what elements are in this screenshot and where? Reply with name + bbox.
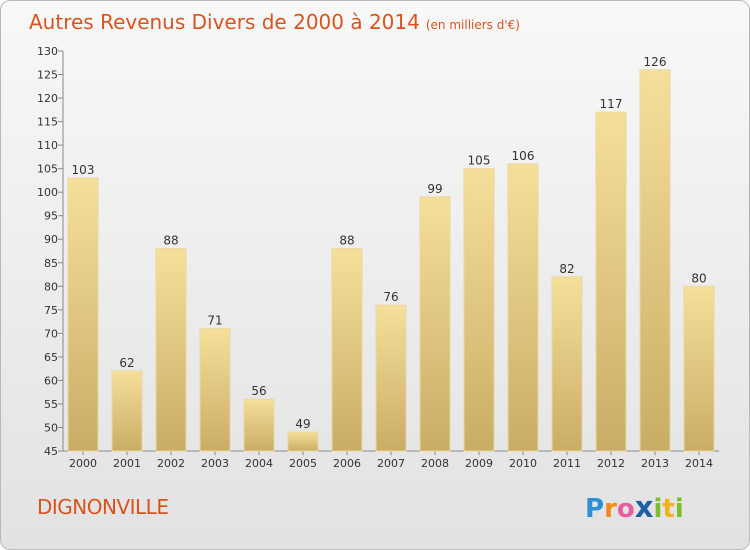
y-tick-label: 70 <box>44 327 58 340</box>
x-tick-label: 2001 <box>113 457 141 470</box>
x-tick-label: 2005 <box>289 457 317 470</box>
x-tick-label: 2007 <box>377 457 405 470</box>
chart-subtitle: (en milliers d'€) <box>425 18 520 32</box>
x-tick-label: 2003 <box>201 457 229 470</box>
x-axis: 2000 2001 2002 2003 2004 2005 2006 2007 2008 2009… <box>63 450 719 470</box>
y-tick-label: 120 <box>37 92 58 105</box>
bar <box>595 111 627 452</box>
bar <box>639 69 671 452</box>
y-tick-label: 110 <box>37 139 58 152</box>
x-tick-label: 2006 <box>333 457 361 470</box>
data-label: 117 <box>600 97 623 111</box>
bar <box>243 398 275 452</box>
chart-title-text: Autres Revenus Divers de 2000 à 2014 <box>29 10 420 34</box>
y-tick-label: 45 <box>44 445 58 458</box>
bar <box>463 168 495 452</box>
data-label: 62 <box>119 356 134 370</box>
y-tick-label: 80 <box>44 280 58 293</box>
bar <box>507 163 539 452</box>
bar <box>551 276 583 452</box>
y-tick-label: 60 <box>44 374 58 387</box>
logo-letter: i <box>674 494 684 524</box>
x-tick-label: 2011 <box>553 457 581 470</box>
bar <box>199 328 231 452</box>
y-tick-label: 75 <box>44 304 58 317</box>
bar <box>419 196 451 452</box>
data-label: 80 <box>691 271 706 285</box>
x-tick-label: 2000 <box>69 457 97 470</box>
bar <box>331 248 363 452</box>
x-tick-label: 2014 <box>685 457 713 470</box>
proxiti-logo: Proxiti <box>585 490 684 524</box>
bar <box>67 177 99 452</box>
x-tick-label: 2002 <box>157 457 185 470</box>
data-label: 49 <box>295 417 310 431</box>
data-label: 99 <box>427 182 442 196</box>
place-name: DIGNONVILLE <box>37 495 169 519</box>
y-axis: 45 50 55 60 65 70 75 80 85 90 95 100 105 110 115 120 125… <box>37 45 64 458</box>
y-tick-label: 115 <box>37 116 58 129</box>
data-label: 106 <box>512 149 535 163</box>
bar <box>375 304 407 452</box>
data-label: 103 <box>72 163 95 177</box>
bar <box>683 285 715 452</box>
x-tick-label: 2013 <box>641 457 669 470</box>
bar <box>155 248 187 452</box>
logo-letter: t <box>662 494 675 524</box>
data-label: 71 <box>207 314 222 328</box>
bars <box>67 69 715 452</box>
data-label: 126 <box>644 55 667 69</box>
data-labels: 103 62 88 71 56 49 88 76 99 105 106 82 117 126 80 <box>72 55 707 431</box>
y-tick-label: 85 <box>44 257 58 270</box>
logo-letter: P <box>585 494 605 524</box>
x-tick-label: 2010 <box>509 457 537 470</box>
data-label: 82 <box>559 262 574 276</box>
y-tick-label: 105 <box>37 163 58 176</box>
logo-letter: x <box>634 490 654 524</box>
data-label: 76 <box>383 290 398 304</box>
y-tick-label: 130 <box>37 45 58 58</box>
y-tick-label: 95 <box>44 210 58 223</box>
data-label: 56 <box>251 384 266 398</box>
y-tick-label: 50 <box>44 421 58 434</box>
x-tick-label: 2012 <box>597 457 625 470</box>
y-tick-label: 100 <box>37 186 58 199</box>
data-label: 105 <box>468 154 491 168</box>
bar <box>287 431 319 452</box>
logo-letter: i <box>653 494 663 524</box>
logo-letter: r <box>604 494 617 524</box>
chart-title: Autres Revenus Divers de 2000 à 2014 (en … <box>29 10 520 34</box>
y-tick-label: 125 <box>37 69 58 82</box>
bar <box>111 370 143 452</box>
y-tick-label: 90 <box>44 233 58 246</box>
logo-letter: o <box>616 494 635 524</box>
y-tick-label: 65 <box>44 351 58 364</box>
data-label: 88 <box>339 234 354 248</box>
x-tick-label: 2004 <box>245 457 273 470</box>
y-tick-label: 55 <box>44 398 58 411</box>
data-label: 88 <box>163 234 178 248</box>
x-tick-label: 2008 <box>421 457 449 470</box>
x-tick-label: 2009 <box>465 457 493 470</box>
